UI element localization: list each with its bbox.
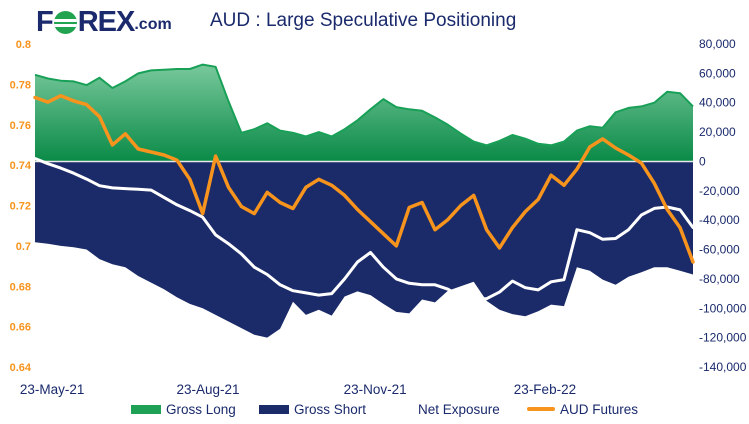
legend-label: Net Exposure (418, 401, 500, 417)
aud-futures-swatch (527, 407, 555, 411)
forex-com-logo: F REX .com (36, 6, 172, 38)
right-axis-tick: 40,000 (699, 96, 736, 110)
gross-long-edge (34, 63, 694, 147)
left-axis-tick: 0.78 (10, 79, 31, 91)
left-axis-tick: 0.72 (10, 201, 31, 213)
right-axis-tick: -60,000 (699, 243, 740, 257)
right-axis-tick: -140,000 (699, 360, 747, 374)
chart-legend: Gross Long Gross Short Net Exposure AUD … (0, 399, 749, 419)
legend-item-gross-short: Gross Short (259, 399, 366, 419)
logo-letters-rex: REX (77, 6, 136, 38)
logo-o-globe-icon (53, 10, 77, 34)
x-axis-label: 23-May-21 (20, 382, 85, 397)
right-axis-tick: -80,000 (699, 272, 740, 286)
right-axis-tick: -20,000 (699, 184, 740, 198)
right-axis-tick: -100,000 (699, 301, 747, 315)
legend-label: Gross Short (294, 401, 367, 417)
legend-item-aud-futures: AUD Futures (527, 399, 638, 419)
gross-long-area (35, 64, 693, 162)
left-axis-tick: 0.8 (16, 39, 31, 51)
right-axis-tick: 0 (699, 154, 706, 168)
legend-item-net-exposure: Net Exposure (385, 399, 500, 419)
left-axis-tick: 0.66 (10, 322, 31, 334)
right-axis-tick: -120,000 (699, 331, 747, 345)
left-axis-tick: 0.64 (10, 362, 32, 374)
x-axis-label: 23-Nov-21 (344, 382, 407, 397)
right-axis-tick: 60,000 (699, 66, 736, 80)
left-axis-tick: 0.7 (16, 241, 31, 253)
x-axis-label: 23-Feb-22 (514, 382, 576, 397)
aud-futures-line (33, 93, 695, 264)
left-axis-tick: 0.74 (10, 160, 32, 172)
left-axis-tick: 0.68 (10, 281, 31, 293)
legend-label: AUD Futures (560, 401, 639, 417)
legend-label: Gross Long (166, 401, 236, 417)
net-exposure-swatch (385, 407, 413, 411)
gross-short-swatch (259, 404, 289, 414)
gross-long-swatch (131, 404, 161, 414)
legend-item-gross-long: Gross Long (131, 399, 236, 419)
page-title: AUD : Large Speculative Positioning (210, 10, 517, 31)
right-axis-tick: -40,000 (699, 213, 740, 227)
x-axis-label: 23-Aug-21 (177, 382, 240, 397)
right-axis-tick: 20,000 (699, 125, 736, 139)
left-axis-tick: 0.76 (10, 120, 31, 132)
net-exposure-line (33, 157, 695, 301)
logo-letter-f: F (36, 6, 54, 38)
logo-dotcom: .com (134, 16, 172, 33)
right-axis-tick: 80,000 (699, 37, 736, 51)
